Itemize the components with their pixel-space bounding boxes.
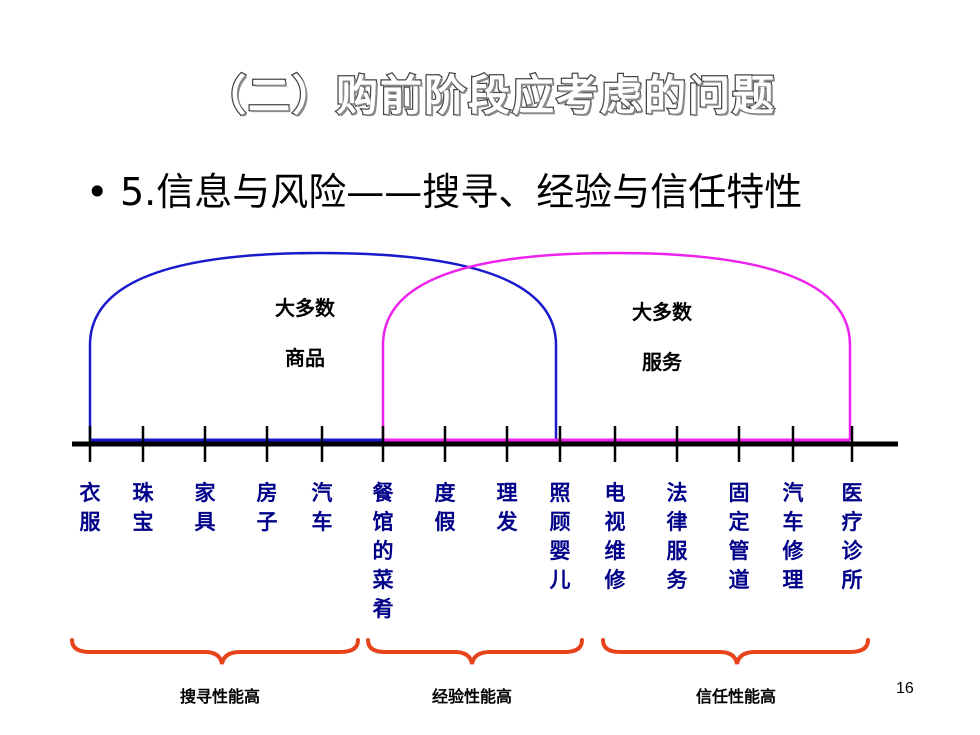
- spectrum-item: 法律服务: [666, 480, 688, 592]
- spectrum-item: 珠宝: [132, 480, 154, 534]
- braces: [70, 638, 870, 665]
- spectrum-item: 固定管道: [728, 480, 750, 592]
- spectrum-item: 电视维修: [604, 480, 626, 592]
- spectrum-item: 理发: [496, 480, 518, 534]
- services-arc: [381, 251, 852, 440]
- page-number: 16: [896, 680, 914, 697]
- goods-label-line1: 大多数: [275, 296, 335, 320]
- services-label-line1: 大多数: [632, 300, 692, 324]
- credence-qualities-label: 信任性能高: [695, 687, 776, 706]
- goods-label-line2: 商品: [285, 346, 325, 370]
- search-brace: [70, 638, 360, 665]
- spectrum-item: 汽车: [311, 480, 333, 534]
- spectrum-item: 餐馆的菜肴: [372, 480, 394, 621]
- goods-arc: [88, 251, 558, 440]
- spectrum-item: 汽车修理: [782, 480, 804, 592]
- slide-title: （二）购前阶段应考虑的问题: [203, 70, 776, 122]
- spectrum-item: 房子: [256, 480, 278, 534]
- credence-brace: [601, 638, 870, 665]
- bullet-marker: •: [86, 170, 109, 214]
- experience-brace: [366, 638, 584, 665]
- search-qualities-label: 搜寻性能高: [179, 687, 260, 706]
- spectrum-item: 度假: [434, 480, 456, 534]
- axis-ticks: [88, 426, 854, 462]
- services-label-line2: 服务: [642, 350, 682, 374]
- spectrum-item: 照顾婴儿: [549, 480, 571, 592]
- experience-qualities-label: 经验性能高: [431, 687, 512, 706]
- bullet-text: 5.信息与风险——搜寻、经验与信任特性: [120, 170, 803, 214]
- spectrum-item: 家具: [194, 480, 216, 534]
- spectrum-item: 衣服: [79, 480, 101, 534]
- spectrum-item: 医疗诊所: [841, 480, 863, 592]
